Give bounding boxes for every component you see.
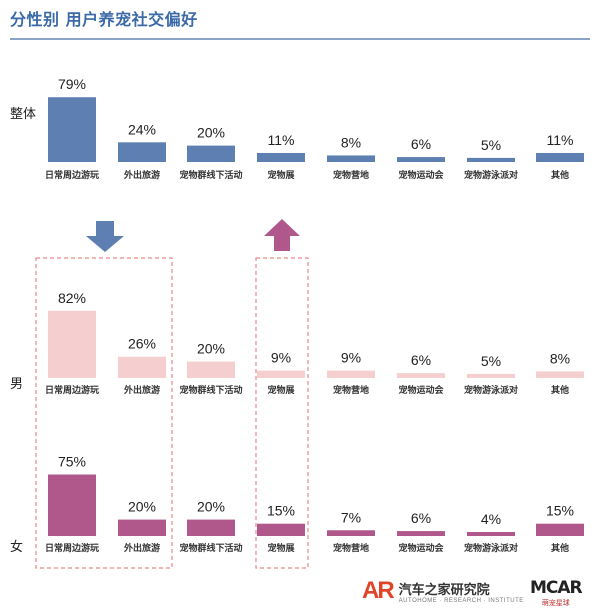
row-label-female: 女 <box>10 539 23 555</box>
bar-male-2 <box>187 361 235 378</box>
value-label-overall-2: 20% <box>197 125 225 141</box>
bar-overall-6 <box>467 157 515 162</box>
bar-male-1 <box>118 356 166 378</box>
value-label-female-5: 6% <box>411 510 431 526</box>
bar-male-7 <box>536 371 584 378</box>
value-label-male-7: 8% <box>550 350 570 366</box>
value-label-male-3: 9% <box>271 350 291 366</box>
bar-female-2 <box>187 519 235 536</box>
bar-overall-0 <box>48 97 96 162</box>
category-label-overall-5: 宠物运动会 <box>398 169 444 181</box>
page-title: 分性别 用户养宠社交偏好 <box>10 10 198 29</box>
value-label-overall-4: 8% <box>341 134 361 150</box>
category-label-overall-4: 宠物营地 <box>333 169 369 181</box>
down-arrow-icon <box>86 221 124 252</box>
bar-female-1 <box>118 519 166 536</box>
ar-logo-subtitle: AUTOHOME · RESEARCH · INSTITUTE <box>398 597 524 604</box>
row-label-male: 男 <box>10 377 23 392</box>
category-label-overall-6: 宠物游泳派对 <box>464 169 518 181</box>
highlight-box-pet-show <box>255 257 309 569</box>
up-arrow-icon <box>264 219 300 251</box>
category-label-overall-1: 外出旅游 <box>123 169 160 181</box>
category-label-male-0: 日常周边游玩 <box>45 384 99 396</box>
category-label-female-2: 宠物群线下活动 <box>179 542 242 554</box>
category-label-female-4: 宠物营地 <box>333 542 369 554</box>
bar-male-6 <box>467 373 515 378</box>
value-label-female-0: 75% <box>58 454 86 470</box>
category-label-overall-2: 宠物群线下活动 <box>179 169 242 181</box>
category-label-female-3: 宠物展 <box>267 542 294 554</box>
category-label-male-1: 外出旅游 <box>123 384 160 396</box>
bar-female-4 <box>327 530 375 536</box>
value-label-female-6: 4% <box>481 511 501 527</box>
category-label-overall-7: 其他 <box>551 169 569 181</box>
row-label-overall: 整体 <box>10 107 36 122</box>
value-label-male-1: 26% <box>128 336 156 352</box>
bar-overall-3 <box>257 152 305 162</box>
bar-female-3 <box>257 523 305 536</box>
ar-logo-mark: AR <box>362 577 395 604</box>
value-label-female-1: 20% <box>128 499 156 515</box>
value-label-male-5: 6% <box>411 352 431 368</box>
mc-logo-subtitle: 萌宠星球 <box>541 599 570 607</box>
bar-overall-1 <box>118 142 166 162</box>
value-label-female-2: 20% <box>197 499 225 515</box>
value-label-male-6: 5% <box>481 353 501 369</box>
bar-overall-4 <box>327 155 375 162</box>
value-label-female-7: 15% <box>546 503 574 519</box>
value-label-overall-1: 24% <box>128 121 156 137</box>
value-label-male-2: 20% <box>197 341 225 357</box>
category-label-male-5: 宠物运动会 <box>398 384 444 396</box>
category-label-female-0: 日常周边游玩 <box>45 542 99 554</box>
category-label-male-6: 宠物游泳派对 <box>464 384 518 396</box>
category-label-overall-0: 日常周边游玩 <box>45 169 99 181</box>
category-label-female-7: 其他 <box>551 542 569 554</box>
bar-male-4 <box>327 370 375 378</box>
category-label-female-1: 外出旅游 <box>123 542 160 554</box>
value-label-overall-0: 79% <box>58 76 86 92</box>
mengchong-logo: MCAR 萌宠星球 <box>530 578 583 608</box>
category-label-female-5: 宠物运动会 <box>398 542 444 554</box>
autohome-research-logo: AR 汽车之家研究院 AUTOHOME · RESEARCH · INSTITU… <box>362 577 524 605</box>
bar-overall-2 <box>187 145 235 162</box>
value-label-male-4: 9% <box>341 350 361 366</box>
bar-overall-7 <box>536 152 584 162</box>
bar-male-0 <box>48 310 96 378</box>
ar-logo-name: 汽车之家研究院 <box>398 582 490 598</box>
bar-female-5 <box>397 531 445 536</box>
bar-female-0 <box>48 474 96 536</box>
value-label-female-4: 7% <box>341 509 361 525</box>
highlight-box-travel <box>35 257 173 569</box>
bar-overall-5 <box>397 157 445 162</box>
bar-male-5 <box>397 373 445 378</box>
category-label-male-3: 宠物展 <box>267 384 294 396</box>
category-label-overall-3: 宠物展 <box>267 169 294 181</box>
value-label-overall-3: 11% <box>268 132 295 148</box>
value-label-male-0: 82% <box>58 290 86 306</box>
value-label-female-3: 15% <box>267 503 295 519</box>
category-label-male-7: 其他 <box>551 384 569 396</box>
bar-male-3 <box>257 370 305 378</box>
value-label-overall-5: 6% <box>411 136 431 152</box>
value-label-overall-6: 5% <box>481 137 501 153</box>
category-label-male-2: 宠物群线下活动 <box>179 384 242 396</box>
value-label-overall-7: 11% <box>547 132 574 148</box>
mc-logo-mark: MCAR <box>530 578 583 598</box>
title-underline <box>10 38 590 40</box>
category-label-male-4: 宠物营地 <box>333 384 369 396</box>
category-label-female-6: 宠物游泳派对 <box>464 542 518 554</box>
bar-female-7 <box>536 523 584 536</box>
bar-female-6 <box>467 532 515 536</box>
